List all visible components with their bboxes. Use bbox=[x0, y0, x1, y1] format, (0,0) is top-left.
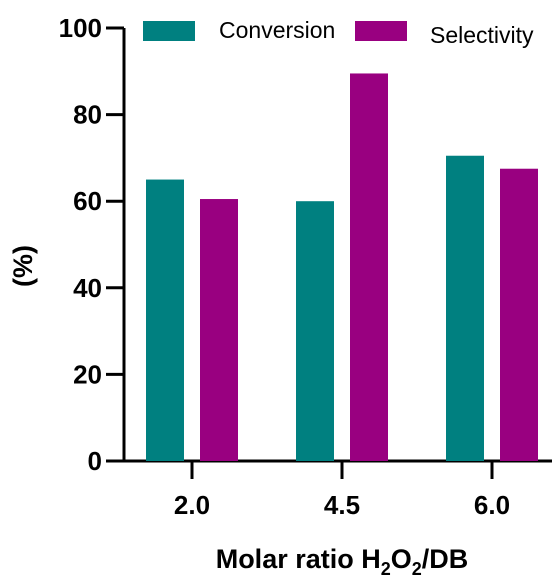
y-ticks-group: 0 20 40 60 80 100 bbox=[59, 13, 124, 476]
x-tick-label: 6.0 bbox=[474, 490, 510, 520]
bar-conversion-4-5 bbox=[296, 201, 334, 461]
bar-conversion-2-0 bbox=[146, 179, 184, 462]
bar-selectivity-2-0 bbox=[200, 199, 238, 461]
y-axis-title: (%) bbox=[8, 245, 38, 287]
y-tick-label: 0 bbox=[88, 446, 102, 476]
legend-label-selectivity: Selectivity bbox=[430, 22, 534, 48]
bar-conversion-6-0 bbox=[446, 155, 484, 462]
x-axis-title-suffix: /DB bbox=[422, 544, 469, 574]
x-axis-title-sub1: 2 bbox=[381, 559, 391, 579]
legend: Conversion Selectivity bbox=[143, 17, 534, 48]
x-tick-label: 4.5 bbox=[324, 490, 360, 520]
x-axis-title-sub2: 2 bbox=[412, 559, 422, 579]
legend-swatch-selectivity bbox=[355, 21, 407, 41]
y-tick-label: 40 bbox=[73, 273, 102, 303]
y-tick-label: 100 bbox=[59, 13, 102, 43]
x-axis-title: Molar ratio H2O2/DB bbox=[216, 544, 469, 579]
bars-group bbox=[146, 73, 538, 462]
y-tick-label: 80 bbox=[73, 100, 102, 130]
x-axis-title-mid: O bbox=[391, 544, 412, 574]
bar-selectivity-6-0 bbox=[500, 168, 538, 461]
y-tick-label: 20 bbox=[73, 359, 102, 389]
x-ticks-group: 2.0 4.5 6.0 bbox=[174, 461, 510, 520]
y-tick-label: 60 bbox=[73, 186, 102, 216]
x-axis-title-prefix: Molar ratio H bbox=[216, 544, 381, 574]
legend-label-conversion: Conversion bbox=[219, 17, 335, 43]
x-tick-label: 2.0 bbox=[174, 490, 210, 520]
bar-selectivity-4-5 bbox=[350, 73, 388, 461]
legend-swatch-conversion bbox=[143, 21, 195, 41]
